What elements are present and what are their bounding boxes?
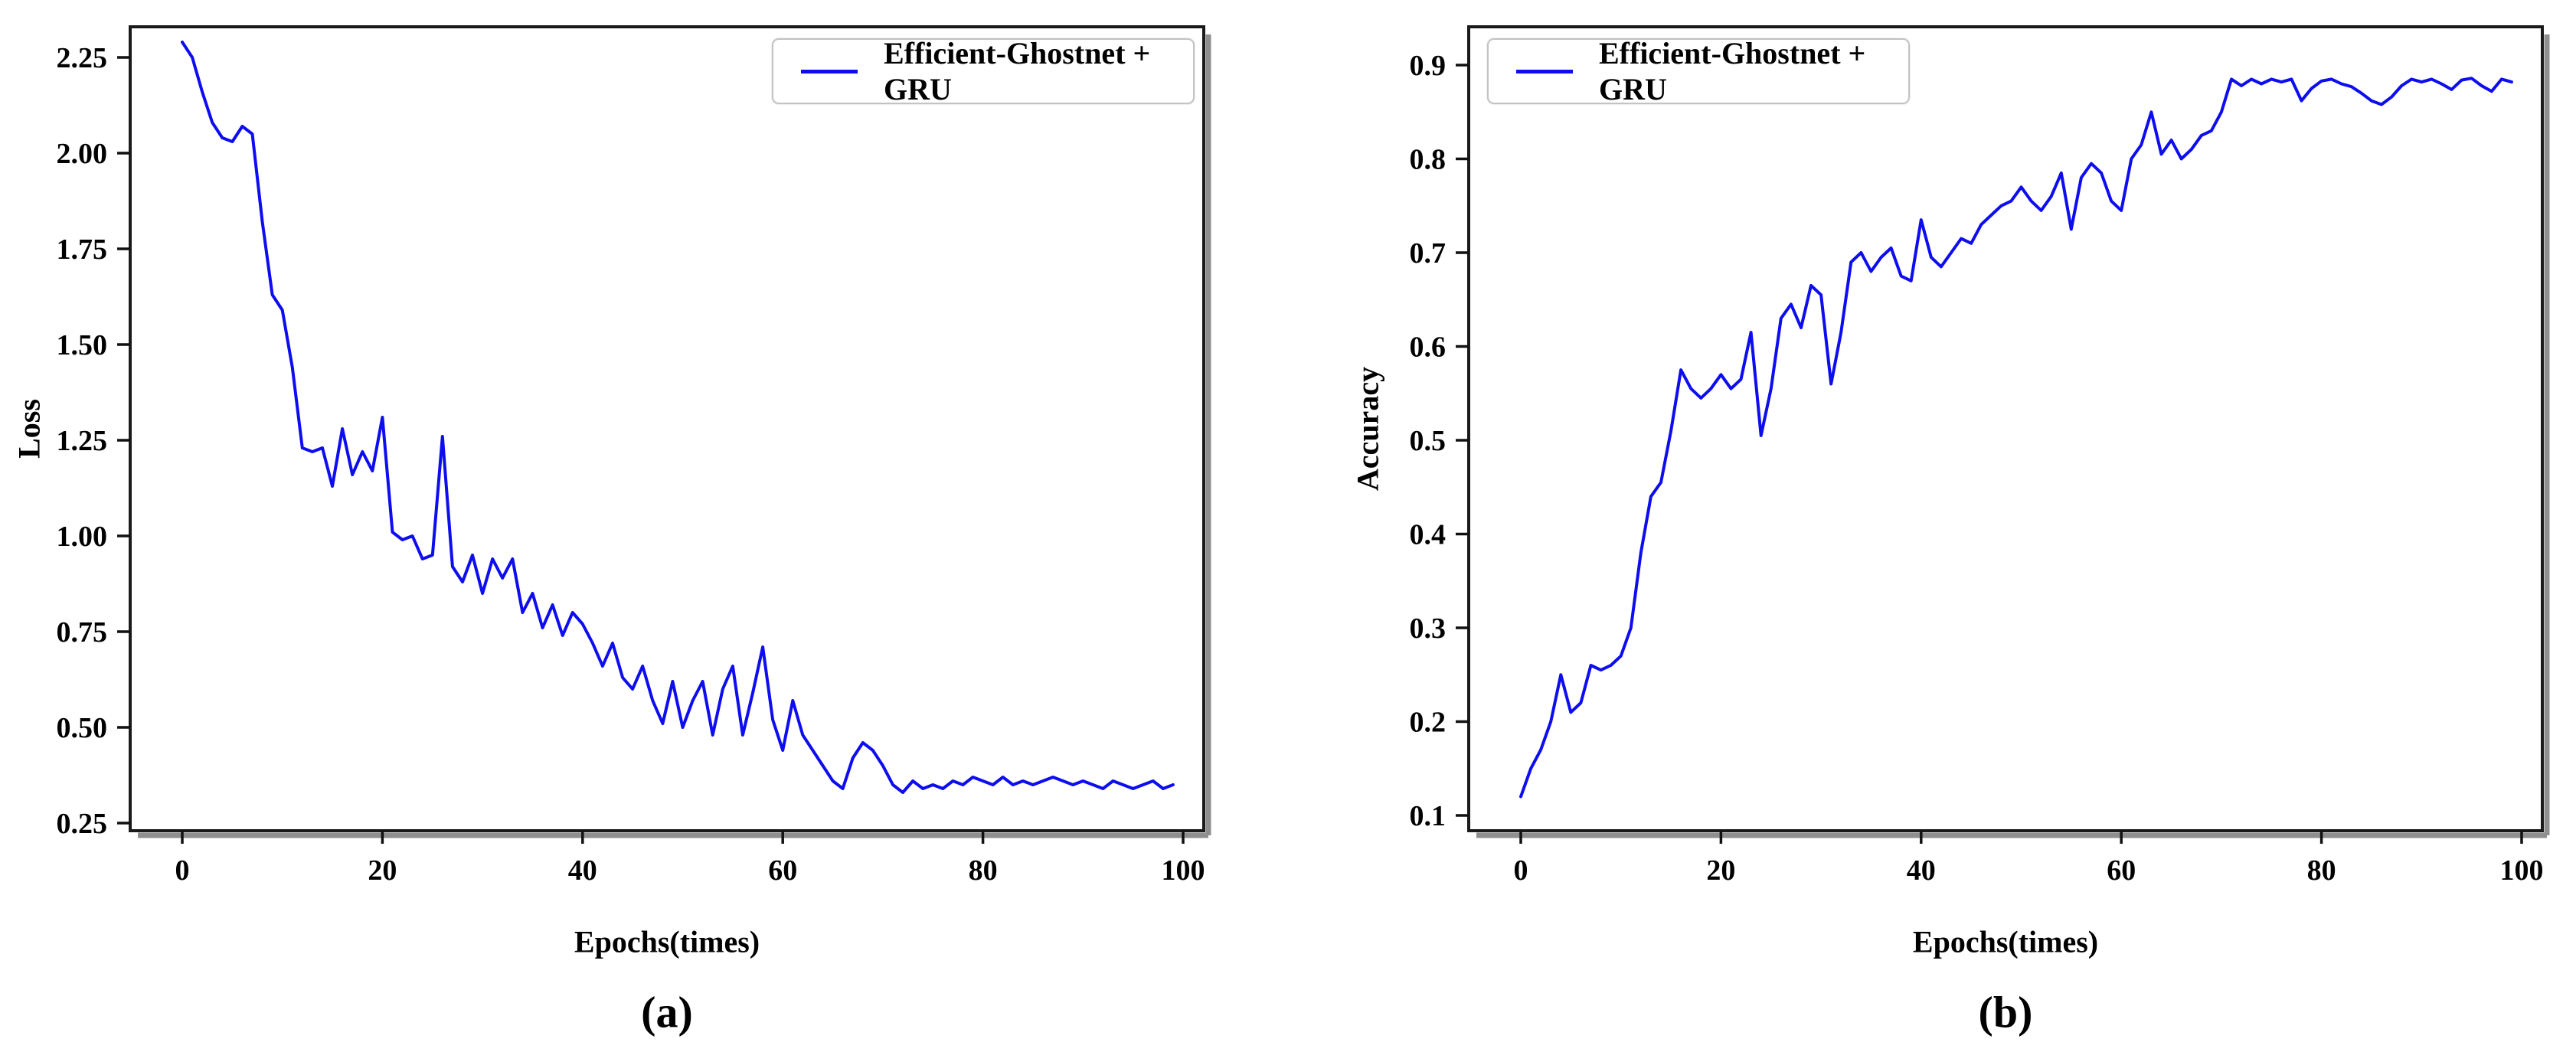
- legend-line-swatch: [801, 69, 858, 74]
- x-tick-label: 100: [2500, 854, 2544, 887]
- axes-frame: [1467, 25, 2544, 832]
- y-tick-label: 1.00: [57, 521, 108, 553]
- y-tick-label: 2.00: [57, 138, 108, 170]
- y-tick-label: 0.25: [57, 808, 108, 840]
- loss-axes: 0 20 40 60 80 100 2.25 2.00 1.75 1.50 1.25 1.00 0.75…: [57, 25, 1211, 887]
- accuracy-x-axis-label: Epochs(times): [1912, 924, 2099, 959]
- accuracy-line: [1519, 77, 2513, 799]
- y-tick-label: 0.5: [1410, 425, 1447, 457]
- x-tick-label: 80: [969, 854, 998, 887]
- y-tick-label: 0.1: [1410, 800, 1447, 832]
- y-tick-label: 1.75: [57, 234, 108, 266]
- loss-x-axis-label: Epochs(times): [574, 924, 760, 959]
- y-tick-label: 0.9: [1410, 50, 1447, 82]
- legend-line-swatch: [1516, 69, 1573, 74]
- x-tick-label: 60: [768, 854, 797, 887]
- y-tick-label: 0.8: [1410, 144, 1447, 176]
- y-tick-label: 0.3: [1410, 613, 1447, 645]
- y-tick-label: 1.25: [57, 425, 108, 457]
- loss-line: [181, 41, 1175, 794]
- x-tick-label: 20: [1706, 854, 1735, 887]
- y-tick-label: 0.2: [1410, 707, 1447, 739]
- y-tick-label: 0.6: [1410, 332, 1447, 364]
- y-tick-label: 2.25: [57, 42, 108, 74]
- x-tick-label: 0: [1514, 854, 1528, 887]
- loss-legend-box: Efficient-Ghostnet + GRU: [772, 36, 1195, 106]
- y-tick-label: 0.7: [1410, 237, 1447, 270]
- x-tick-label: 0: [175, 854, 190, 887]
- accuracy-legend-box: Efficient-Ghostnet + GRU: [1487, 36, 1910, 106]
- x-tick-label: 100: [1162, 854, 1205, 887]
- y-tick-label: 1.50: [57, 329, 108, 361]
- y-tick-label: 0.4: [1410, 519, 1447, 551]
- legend-label: Efficient-Ghostnet + GRU: [884, 36, 1151, 106]
- caption-b: (b): [1978, 987, 2033, 1037]
- axes-frame: [129, 25, 1205, 832]
- x-tick-label: 60: [2107, 854, 2136, 887]
- y-tick-label: 0.75: [57, 616, 108, 649]
- x-tick-label: 80: [2307, 854, 2336, 887]
- accuracy-axes: 0 20 40 60 80 100 0.9 0.8 0.7 0.6 0.5 0.4 0.3 0.2 0.1: [1410, 25, 2550, 887]
- caption-a: (a): [641, 987, 693, 1037]
- y-tick-label: 0.50: [57, 712, 108, 744]
- accuracy-y-axis-label: Accuracy: [1350, 366, 1385, 492]
- loss-y-axis-label: Loss: [11, 399, 47, 459]
- x-tick-label: 20: [368, 854, 397, 887]
- legend-label: Efficient-Ghostnet + GRU: [1599, 36, 1866, 106]
- x-tick-label: 40: [1907, 854, 1936, 887]
- x-tick-label: 40: [568, 854, 597, 887]
